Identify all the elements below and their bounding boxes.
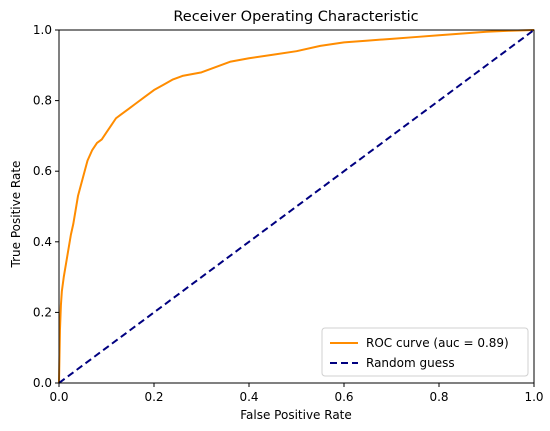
legend-entry-label: ROC curve (auc = 0.89) [366,336,509,350]
x-tick-label: 0.6 [334,390,353,404]
axes: 0.0 0.2 0.4 0.6 0.8 1.0 0.0 0.2 0.4 0.6 0.8 1.0 [33,23,544,404]
y-tick-label: 0.8 [33,94,52,108]
x-tick-label: 0.2 [144,390,163,404]
y-tick-label: 0.4 [33,235,52,249]
plot-area [58,29,535,384]
x-tick-label: 0.8 [429,390,448,404]
plot-frame [58,29,535,384]
series-line-roc-curve [58,29,535,384]
y-axis-label: True Positive Rate [9,161,23,269]
legend: ROC curve (auc = 0.89) Random guess [321,327,529,377]
y-tick-label: 0.0 [33,376,52,390]
y-tick-label: 0.6 [33,164,52,178]
y-tick-label: 0.2 [33,305,52,319]
x-axis-label: False Positive Rate [240,408,352,422]
x-tick-label: 1.0 [524,390,543,404]
legend-box [321,327,529,377]
x-tick-label: 0.4 [239,390,258,404]
y-tick-label: 1.0 [33,23,52,37]
chart-title: Receiver Operating Characteristic [173,9,418,25]
legend-entry-label: Random guess [366,356,455,370]
x-tick-label: 0.0 [49,390,68,404]
